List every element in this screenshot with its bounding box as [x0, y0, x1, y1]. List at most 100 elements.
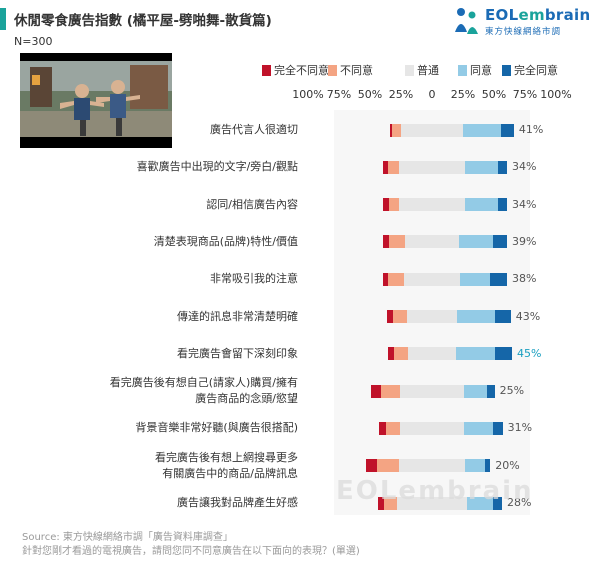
top2-value-label: 39%: [512, 234, 537, 248]
legend-item-agree: 同意: [458, 62, 492, 78]
bar-strongly-disagree: [366, 459, 378, 473]
top2-value-label: 31%: [507, 421, 533, 435]
category-label-line: 傳達的訊息非常清楚明確: [177, 309, 298, 323]
bar-strongly-agree: [493, 235, 507, 249]
watermark-text: EOLembrain: [336, 476, 534, 506]
bar-neutral: [405, 235, 459, 249]
category-label-line: 背景音樂非常好聽(與廣告很搭配): [135, 421, 298, 435]
title-accent-bar: [0, 8, 6, 30]
bar-agree: [467, 496, 494, 510]
bar-disagree: [386, 421, 400, 435]
category-label: 背景音樂非常好聽(與廣告很搭配): [135, 420, 298, 436]
top2-value-label: 45%: [516, 346, 542, 360]
bar-agree: [463, 123, 502, 137]
top2-value-label: 34%: [512, 160, 537, 174]
top2-value-label: 25%: [499, 384, 525, 398]
bar-strongly-disagree: [378, 421, 387, 435]
bar-strongly-agree: [493, 496, 503, 510]
legend-swatch: [328, 64, 337, 76]
bar-disagree: [377, 459, 399, 473]
bar-neutral: [399, 160, 465, 174]
axis-tick: 100%: [292, 88, 324, 101]
category-label: 清楚表現商品(品牌)特性/價值: [154, 234, 298, 250]
bar-agree: [464, 198, 499, 212]
bar-agree: [465, 459, 486, 473]
bar-strongly-agree: [501, 123, 514, 137]
bar-neutral: [404, 272, 460, 286]
category-label: 非常吸引我的注意: [210, 271, 298, 287]
bar-strongly-disagree: [383, 272, 388, 286]
category-label-line: 非常吸引我的注意: [210, 272, 298, 286]
bar-neutral: [401, 123, 463, 137]
bar-disagree: [389, 198, 400, 212]
axis-tick: 0: [428, 88, 436, 101]
bar-strongly-agree: [498, 160, 507, 174]
category-label-line: 有關廣告中的商品/品牌訊息: [162, 466, 298, 480]
category-label-line: 廣告代言人很適切: [210, 123, 298, 136]
bar-neutral: [399, 421, 465, 435]
bar-agree: [464, 160, 499, 174]
bar-neutral: [396, 496, 468, 510]
bar-disagree: [392, 123, 401, 137]
bar-strongly-agree: [492, 421, 503, 435]
legend-label: 普通: [417, 64, 439, 77]
bar-strongly-disagree: [389, 123, 393, 137]
bar-agree: [457, 310, 495, 323]
bar-disagree: [389, 235, 406, 249]
bar-neutral: [407, 347, 457, 361]
bar-strongly-agree: [498, 198, 507, 212]
legend-swatch: [405, 64, 414, 76]
question-line: 針對您剛才看過的電視廣告，請問您同不同意廣告在以下面向的表現？(單選): [22, 546, 360, 557]
bar-neutral: [399, 198, 465, 212]
bar-strongly-agree: [489, 272, 508, 286]
bar-neutral: [406, 310, 458, 323]
category-label-line: 看完廣告後有想自己(請家人)購買/擁有: [109, 376, 298, 390]
bar-strongly-agree: [485, 459, 491, 473]
top2-value-label: 20%: [495, 458, 520, 472]
legend-item-disagree: 不同意: [328, 62, 373, 78]
axis-tick: 25%: [450, 88, 476, 101]
legend-label: 完全同意: [514, 64, 558, 77]
source-line: Source: 東方快線網絡市調「廣告資料庫調查」: [22, 532, 233, 543]
top2-value-label: 43%: [515, 309, 541, 323]
category-label-line: 看完廣告後有想上網搜尋更多: [155, 450, 298, 464]
bar-disagree: [392, 310, 407, 323]
category-label-line: 廣告商品的念頭/慾望: [195, 392, 298, 406]
bar-agree: [456, 347, 495, 361]
legend-swatch: [262, 64, 271, 76]
legend-item-strongly-disagree: 完全不同意: [262, 62, 329, 78]
logo-word-em: em: [518, 6, 545, 24]
bar-strongly-agree: [494, 310, 511, 323]
bar-agree: [458, 235, 494, 249]
axis-tick: 50%: [481, 88, 507, 101]
bar-strongly-disagree: [387, 347, 395, 361]
sample-size: N=300: [14, 35, 53, 48]
category-label-line: 看完廣告會留下深刻印象: [177, 346, 298, 360]
bar-strongly-disagree: [383, 198, 390, 212]
axis-tick: 50%: [357, 88, 383, 101]
figures-icon: [455, 8, 478, 34]
top2-value-label: 34%: [512, 197, 537, 211]
bar-strongly-disagree: [378, 496, 385, 510]
bar-disagree: [387, 160, 400, 174]
bar-disagree: [394, 347, 408, 361]
bar-strongly-disagree: [386, 310, 393, 323]
category-label: 喜歡廣告中出現的文字/旁白/觀點: [137, 159, 298, 175]
bar-disagree: [380, 384, 401, 398]
axis-tick: 100%: [540, 88, 572, 101]
bar-neutral: [400, 384, 464, 398]
axis-tick: 25%: [388, 88, 414, 101]
legend-item-neutral: 普通: [405, 62, 439, 78]
logo-word-prefix: EOL: [485, 6, 519, 24]
category-label: 認同/相信廣告內容: [206, 197, 298, 213]
logo-wordmark: EOLembrain: [485, 6, 590, 24]
category-label-line: 認同/相信廣告內容: [206, 197, 298, 211]
bar-agree: [463, 384, 488, 398]
bar-strongly-disagree: [370, 384, 381, 398]
category-label: 看完廣告後有想上網搜尋更多有關廣告中的商品/品牌訊息: [155, 450, 298, 482]
legend-label: 同意: [470, 64, 492, 77]
bar-strongly-disagree: [383, 235, 390, 249]
bar-disagree: [387, 272, 405, 286]
page-title: 休閒零食廣告指數 (橘平屋-劈啪舞-散貨篇): [14, 13, 272, 29]
bar-disagree: [384, 496, 397, 510]
